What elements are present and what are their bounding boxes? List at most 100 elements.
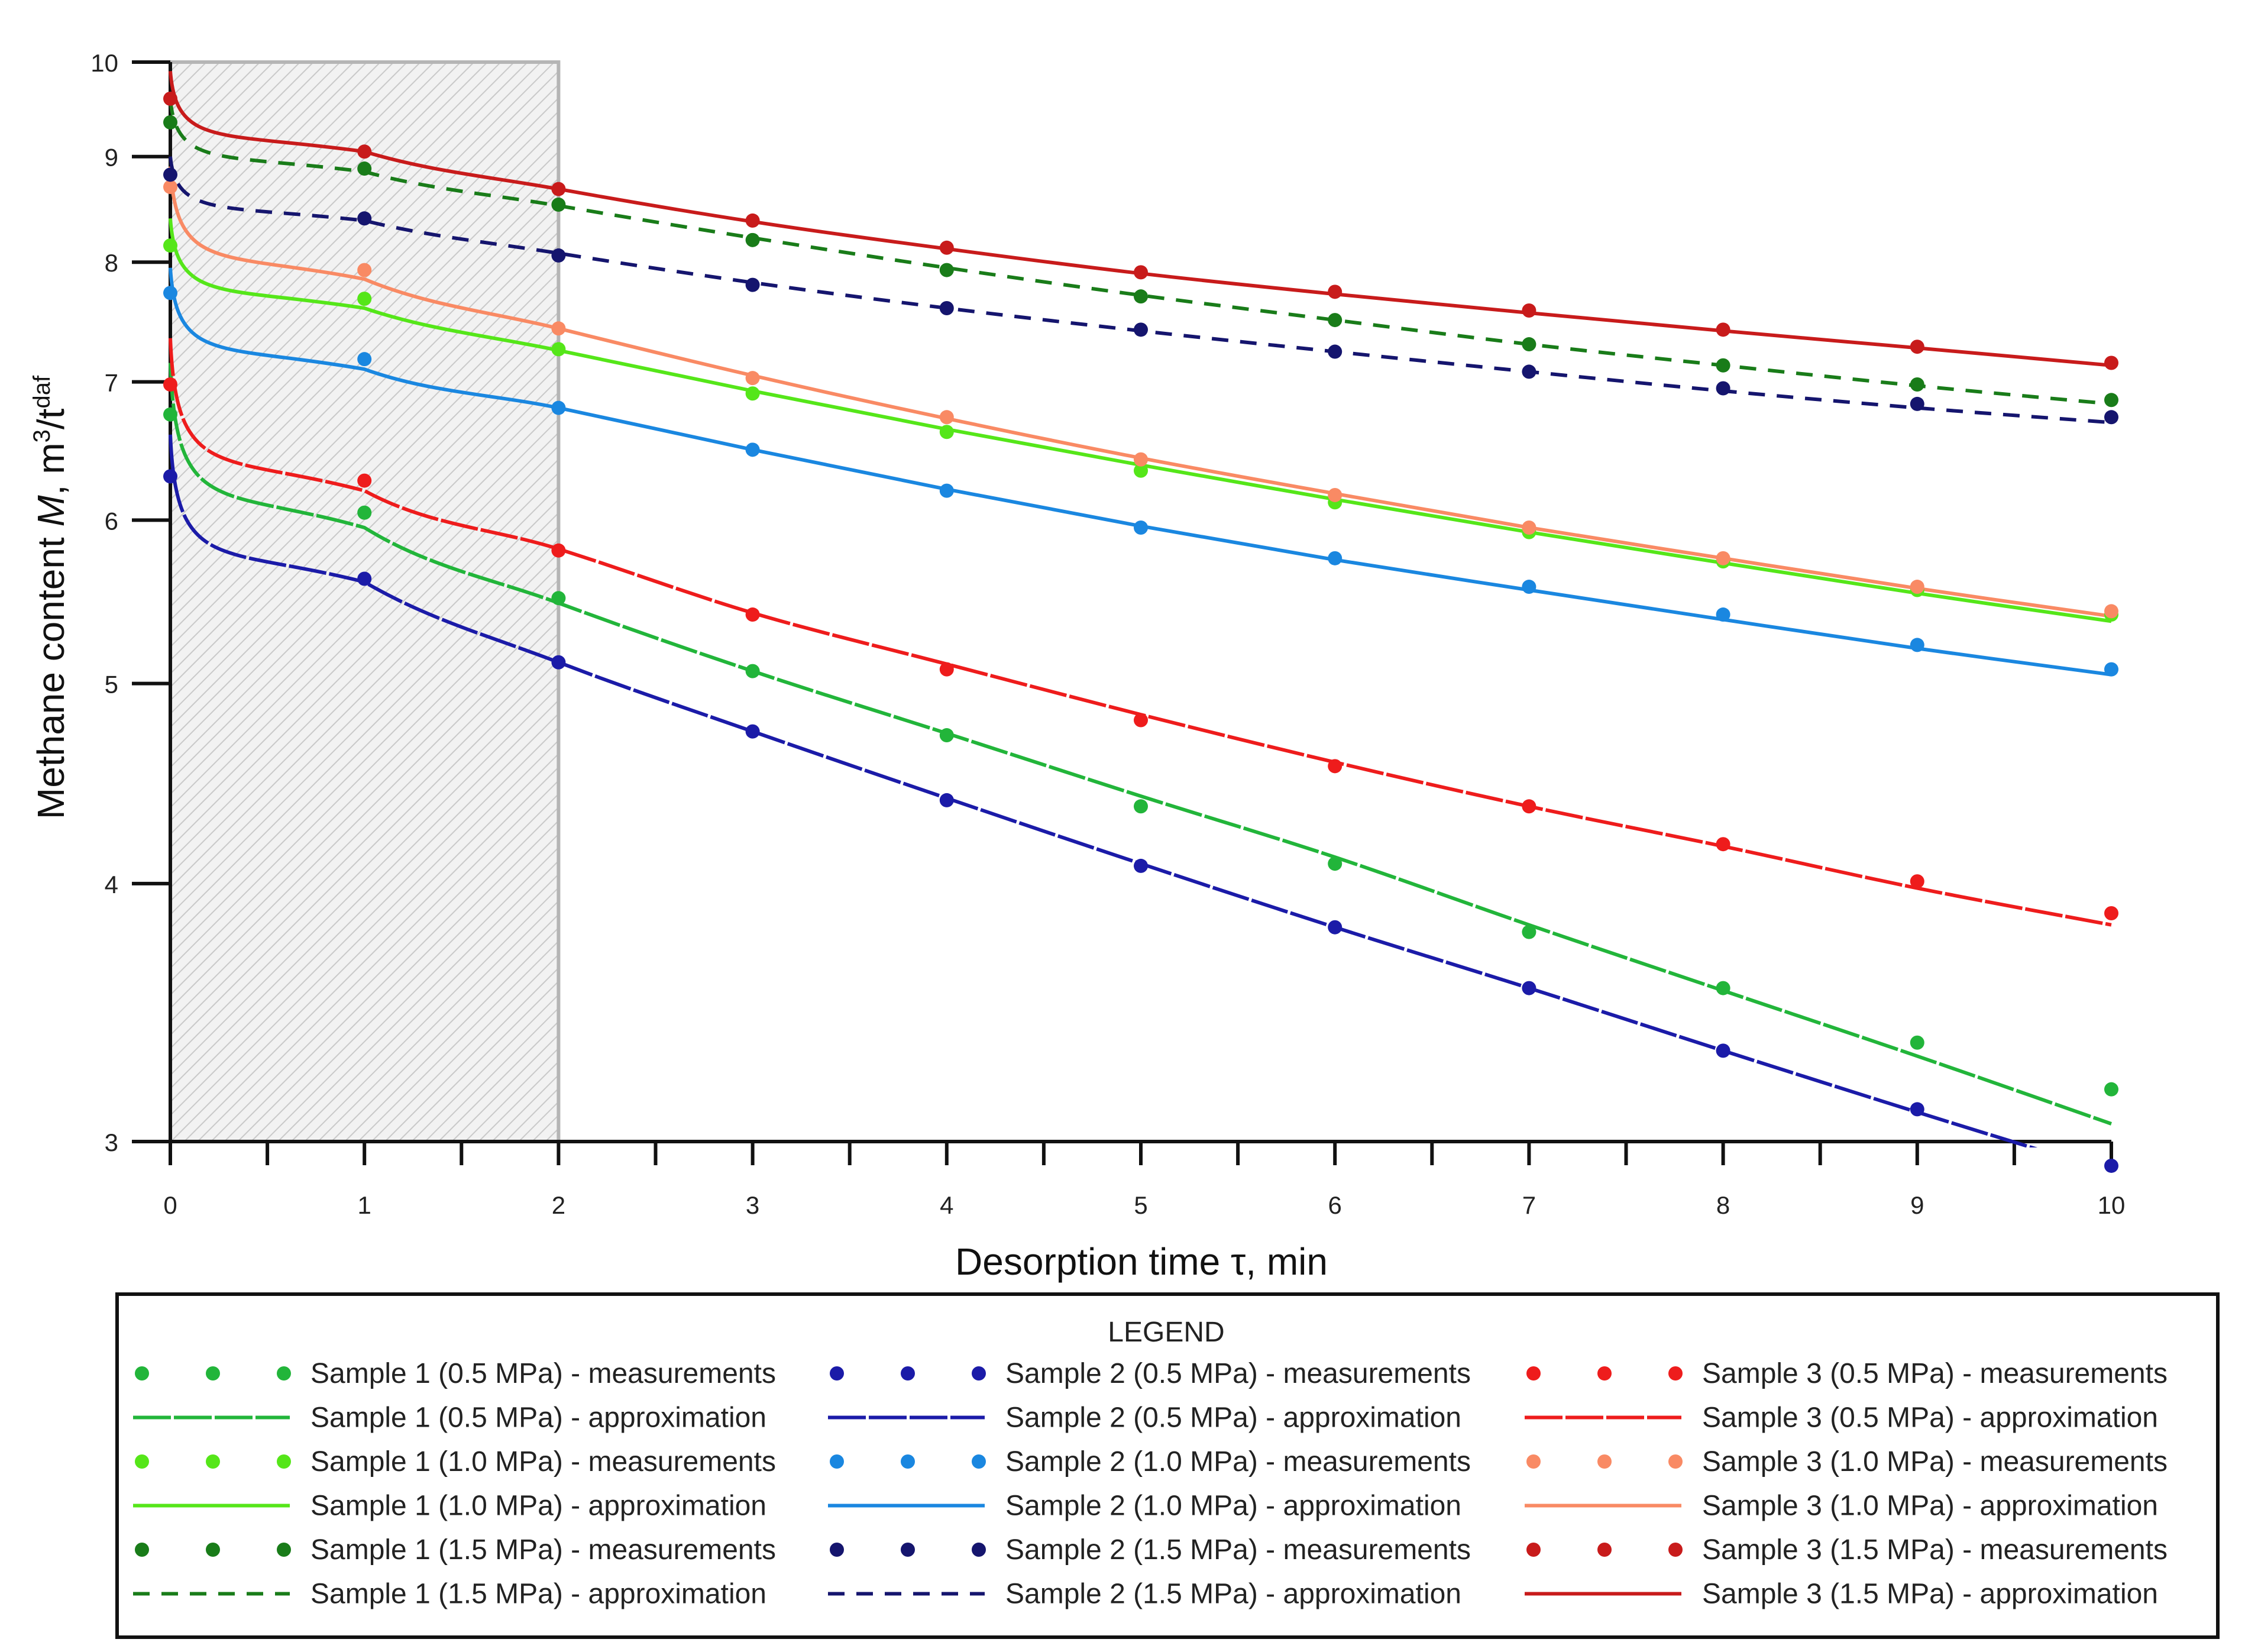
x-tick-label: 5 [1134,1191,1147,1219]
measurement-point-series-3 [1134,713,1148,728]
legend-marker-point [206,1366,220,1381]
measurement-point-series-6 [1328,487,1343,502]
measurement-point-series-8 [939,300,954,315]
legend-marker-point [1597,1543,1612,1557]
x-axis-title: Desorption time τ, min [955,1240,1328,1283]
measurement-point-series-8 [1328,344,1343,359]
measurement-point-series-9 [1134,265,1148,280]
measurement-point-series-2 [2104,1158,2118,1173]
measurement-point-series-3 [2104,906,2118,921]
legend-marker-point [277,1543,291,1557]
legend-entry-label: Sample 1 (1.5 MPa) - measurements [310,1534,776,1566]
measurement-point-series-7 [163,115,177,130]
measurement-points [163,91,2118,1173]
measurement-point-series-2 [1522,981,1536,995]
legend-entry-label: Sample 2 (1.0 MPa) - measurements [1005,1446,1471,1478]
measurement-point-series-1 [1134,799,1148,814]
legend-marker-point [1668,1543,1683,1557]
measurement-point-series-9 [1328,285,1343,299]
legend-marker-point [830,1543,844,1557]
measurement-point-series-9 [2104,355,2118,370]
measurement-point-series-7 [745,232,760,247]
measurement-point-series-8 [1716,381,1730,396]
legend-marker-point [972,1366,986,1381]
legend-entry-label: Sample 3 (0.5 MPa) - measurements [1702,1358,2168,1389]
measurement-point-series-8 [745,277,760,292]
legend-marker-point [972,1454,986,1469]
measurement-point-series-1 [163,407,177,422]
x-tick-label: 8 [1716,1191,1730,1219]
measurement-point-series-5 [1328,551,1343,565]
measurement-point-series-6 [551,321,566,336]
y-tick-label: 8 [105,249,118,277]
measurement-point-series-1 [745,664,760,678]
measurement-point-series-8 [357,211,372,226]
legend: LEGEND Sample 1 (0.5 MPa) - measurements… [115,1292,2220,1639]
measurement-point-series-4 [745,386,760,401]
legend-marker-point [901,1366,915,1381]
legend-marker-point [1668,1454,1683,1469]
measurement-point-series-2 [551,655,566,670]
approximation-line-series-1 [169,363,2112,1126]
measurement-point-series-2 [163,469,177,484]
measurement-point-series-2 [1134,858,1148,873]
legend-marker-point [830,1454,844,1469]
measurement-point-series-5 [551,400,566,415]
measurement-point-series-9 [745,213,760,228]
measurement-point-series-7 [357,161,372,176]
x-tick-label: 6 [1328,1191,1342,1219]
measurement-point-series-2 [745,724,760,739]
legend-entry-label: Sample 3 (0.5 MPa) - approximation [1702,1402,2158,1434]
measurement-point-series-4 [551,342,566,357]
x-tick-label: 0 [163,1191,177,1219]
measurement-point-series-6 [745,371,760,386]
measurement-point-series-2 [357,571,372,586]
measurement-point-series-8 [1134,322,1148,337]
measurement-point-series-6 [1134,452,1148,467]
approximation-line-series-6 [169,166,2112,618]
x-tick-label: 2 [552,1191,565,1219]
measurement-point-series-3 [357,473,372,488]
measurement-point-series-5 [1910,638,1924,652]
legend-entry-label: Sample 1 (1.0 MPa) - approximation [310,1491,766,1522]
measurement-point-series-9 [163,91,177,106]
legend-marker-point [1668,1366,1683,1381]
legend-marker-point [972,1543,986,1557]
measurement-point-series-4 [939,425,954,439]
legend-marker-point [206,1454,220,1469]
measurement-point-series-1 [1716,981,1730,995]
x-tick-label: 4 [940,1191,953,1219]
measurement-point-series-5 [745,442,760,457]
measurement-point-series-9 [1910,340,1924,354]
legend-marker-point [1597,1454,1612,1469]
measurement-point-series-5 [1522,580,1536,594]
measurement-point-series-5 [939,483,954,498]
x-tick-label: 10 [2098,1191,2126,1219]
measurement-point-series-4 [1134,463,1148,478]
measurement-point-series-2 [1910,1102,1924,1117]
measurement-point-series-2 [939,793,954,807]
legend-marker-point [830,1366,844,1381]
measurement-point-series-7 [1522,337,1536,352]
measurement-point-series-4 [163,238,177,253]
legend-marker-point [1597,1366,1612,1381]
legend-entry-label: Sample 1 (1.5 MPa) - approximation [310,1579,766,1610]
legend-entry-label: Sample 3 (1.0 MPa) - approximation [1702,1491,2158,1522]
measurement-point-series-9 [939,240,954,255]
legend-entry-label: Sample 2 (0.5 MPa) - measurements [1005,1358,1471,1389]
legend-title: LEGEND [1108,1317,1224,1348]
measurement-point-series-3 [939,662,954,677]
y-tick-label: 5 [105,671,118,699]
measurement-point-series-6 [2104,604,2118,619]
legend-entry-label: Sample 2 (1.0 MPa) - approximation [1005,1491,1461,1522]
y-tick-label: 7 [105,369,118,397]
y-tick-label: 4 [105,871,118,898]
measurement-point-series-2 [1716,1043,1730,1058]
measurement-point-series-3 [163,377,177,392]
measurement-point-series-6 [163,180,177,195]
measurement-point-series-6 [1522,521,1536,535]
measurement-point-series-6 [1716,551,1730,565]
measurement-point-series-6 [357,263,372,277]
measurement-point-series-8 [163,167,177,182]
